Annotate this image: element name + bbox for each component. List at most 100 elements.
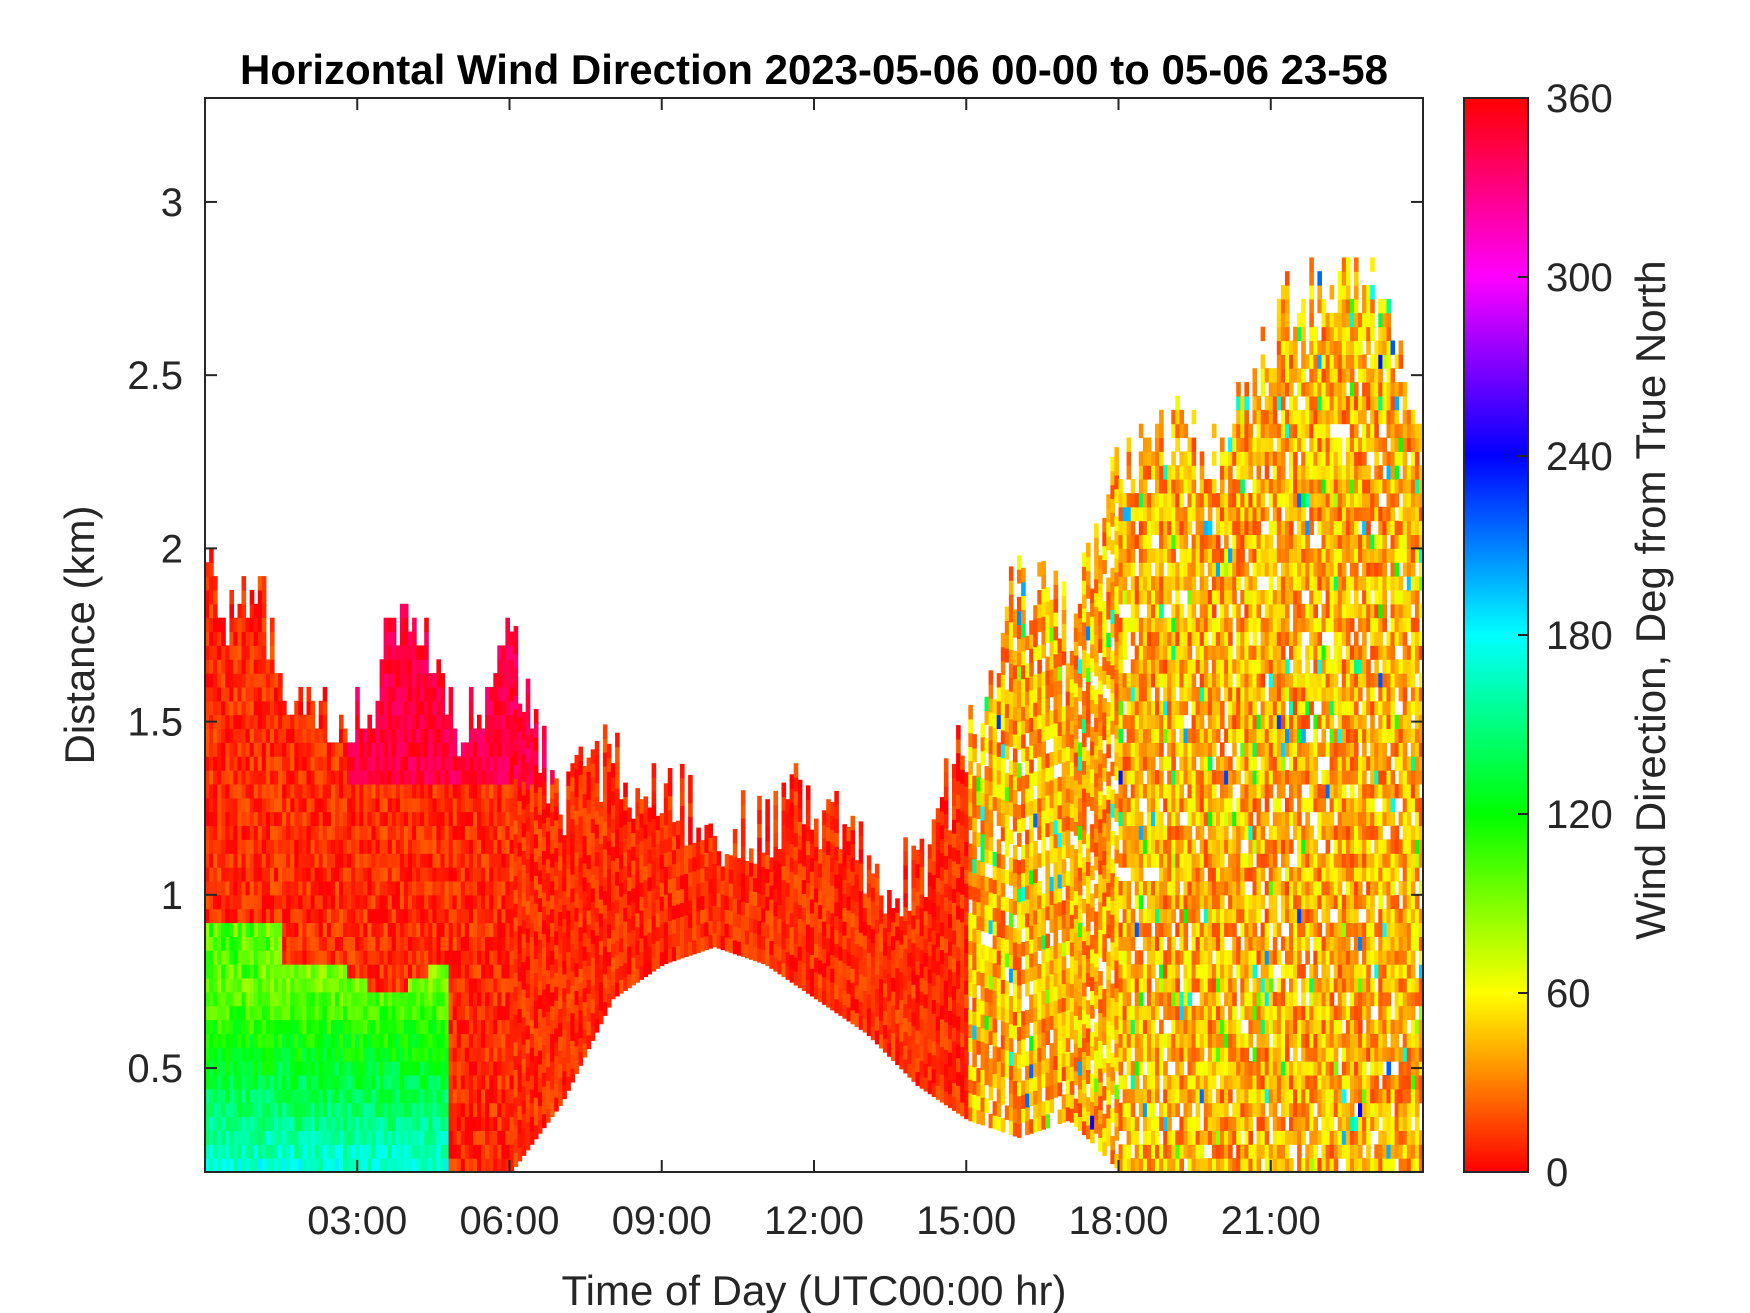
heatmap-cell [318, 964, 324, 979]
heatmap-cell [570, 943, 575, 958]
heatmap-cell [659, 937, 665, 953]
heatmap-cell [956, 752, 961, 768]
heatmap-cell [635, 912, 640, 928]
heatmap-cell [375, 756, 381, 771]
heatmap-cell [1004, 800, 1010, 815]
heatmap-cell [391, 659, 397, 674]
heatmap-cell [460, 1033, 466, 1048]
heatmap-cell [221, 950, 226, 965]
heatmap-cell [497, 908, 502, 924]
heatmap-cell [205, 1075, 210, 1090]
heatmap-cell [245, 811, 251, 827]
heatmap-cell [870, 998, 876, 1013]
heatmap-cell [310, 825, 316, 840]
heatmap-cell [1012, 1025, 1018, 1040]
heatmap-cell [383, 631, 389, 646]
heatmap-cell [809, 982, 815, 997]
heatmap-cell [517, 703, 523, 718]
heatmap-cell [521, 795, 527, 810]
heatmap-cell [237, 936, 243, 951]
heatmap-cell [956, 1085, 961, 1100]
heatmap-cell [343, 950, 348, 965]
heatmap-cell [481, 950, 486, 965]
heatmap-cell [261, 700, 267, 716]
heatmap-cell [992, 713, 998, 728]
heatmap-cell [562, 918, 567, 933]
heatmap-cell [542, 1016, 547, 1032]
heatmap-cell [318, 797, 324, 813]
heatmap-cell [330, 770, 336, 785]
heatmap-cell [282, 784, 287, 799]
heatmap-cell [501, 1130, 506, 1145]
heatmap-cell [274, 825, 279, 840]
heatmap-cell [883, 1024, 888, 1039]
heatmap-cell [870, 914, 876, 930]
heatmap-cell [984, 973, 990, 989]
heatmap-cell [371, 1116, 377, 1131]
heatmap-cell [517, 786, 523, 802]
heatmap-cell [814, 818, 819, 833]
heatmap-cell [399, 617, 405, 633]
heatmap-cell [408, 1088, 413, 1104]
heatmap-cell [217, 742, 222, 757]
heatmap-cell [322, 1158, 328, 1172]
heatmap-cell [692, 870, 697, 885]
heatmap-cell [745, 944, 750, 959]
heatmap-cell [229, 881, 234, 896]
heatmap-cell [704, 935, 709, 951]
heatmap-cell [1017, 984, 1022, 1000]
heatmap-cell [773, 832, 778, 847]
heatmap-cell [915, 905, 921, 920]
heatmap-cell [903, 1003, 908, 1018]
heatmap-cell [899, 985, 904, 1000]
heatmap-cell [619, 979, 624, 994]
heatmap-cell [209, 797, 214, 813]
heatmap-cell [379, 714, 385, 730]
heatmap-cell [680, 791, 685, 806]
heatmap-cell [501, 825, 506, 840]
heatmap-cell [282, 714, 287, 730]
heatmap-cell [339, 936, 344, 951]
heatmap-cell [420, 811, 425, 827]
heatmap-cell [1000, 688, 1006, 703]
heatmap-cell [444, 991, 450, 1007]
heatmap-cell [606, 910, 612, 925]
heatmap-cell [992, 727, 998, 742]
heatmap-cell [521, 947, 527, 962]
heatmap-cell [265, 1144, 271, 1159]
heatmap-cell [420, 1088, 425, 1104]
heatmap-cell [647, 960, 653, 975]
heatmap-cell [339, 950, 344, 965]
heatmap-cell [477, 922, 482, 937]
heatmap-cell [874, 919, 880, 934]
heatmap-cell [956, 905, 961, 920]
heatmap-cell [960, 1074, 965, 1089]
heatmap-cell [542, 795, 547, 810]
heatmap-cell [708, 878, 713, 894]
heatmap-cell [1004, 772, 1010, 788]
heatmap-cell [395, 1102, 401, 1118]
heatmap-cell [343, 1075, 348, 1090]
heatmap-cell [221, 908, 226, 924]
heatmap-cell [403, 1047, 409, 1062]
heatmap-cell [245, 894, 251, 910]
heatmap-cell [456, 1144, 462, 1159]
heatmap-cell [895, 1023, 900, 1038]
heatmap-cell [866, 966, 872, 981]
heatmap-cell [745, 916, 750, 931]
heatmap-cell [286, 1088, 291, 1104]
heatmap-cell [773, 790, 778, 806]
heatmap-cell [314, 936, 320, 951]
heatmap-cell [631, 818, 636, 833]
heatmap-cell [286, 714, 291, 730]
heatmap-cell [233, 950, 238, 965]
heatmap-cell [416, 825, 421, 840]
heatmap-cell [403, 756, 409, 771]
heatmap-cell [403, 700, 409, 716]
heatmap-cell [590, 874, 596, 889]
heatmap-cell [992, 796, 998, 811]
heatmap-cell [428, 811, 433, 827]
heatmap-cell [615, 746, 620, 761]
heatmap-cell [387, 1130, 393, 1145]
heatmap-cell [870, 1025, 876, 1041]
